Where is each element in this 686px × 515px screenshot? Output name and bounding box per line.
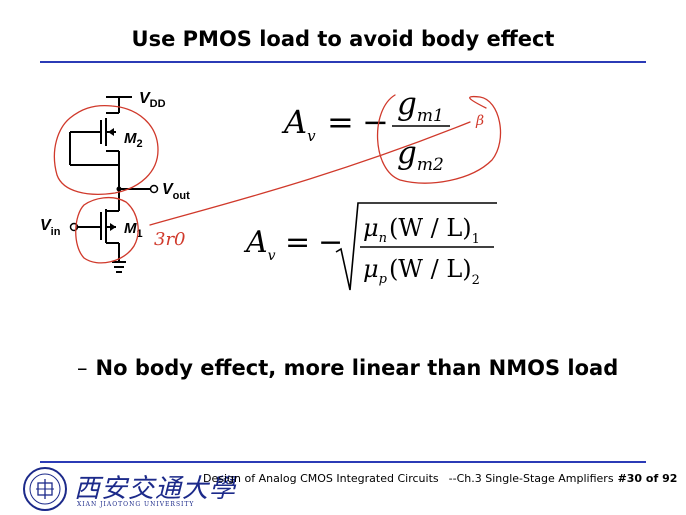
footer-caption: Design of Analog CMOS Integrated Circuit… — [203, 472, 677, 485]
vout-label: V — [162, 181, 174, 198]
university-name-cn: 西安交通大學 — [74, 474, 237, 504]
university-name-en: XIAN JIAOTONG UNIVERSITY — [77, 501, 195, 508]
svg-text:Vout: Vout — [162, 181, 190, 202]
svg-text:gm1: gm1 — [397, 86, 444, 126]
eq1-num: g — [397, 86, 417, 122]
university-seal-icon — [23, 467, 67, 511]
eq2-lhs: A — [243, 225, 268, 260]
footer-divider — [40, 461, 646, 463]
eq2-minus: − — [318, 225, 343, 260]
svg-text:Av: Av — [243, 225, 276, 264]
bullet-text: No body effect, more linear than NMOS lo… — [95, 356, 619, 380]
vin-sub: in — [51, 226, 61, 238]
eq2-num-ratio: (W / L) — [389, 214, 472, 242]
vin-terminal — [69, 222, 79, 232]
annotation-loop-m2 — [53, 104, 159, 195]
eq2-den-ratio: (W / L) — [389, 255, 472, 283]
m1-sub: 1 — [137, 228, 143, 240]
m1-label: M — [124, 220, 137, 237]
annotation-oval-gm — [376, 94, 502, 184]
course-title: Design of Analog CMOS Integrated Circuit… — [203, 472, 439, 485]
svg-text:VDD: VDD — [139, 90, 166, 110]
svg-text:M1: M1 — [124, 220, 143, 240]
handwritten-annotations — [53, 94, 502, 264]
vdd-sub: DD — [150, 98, 166, 110]
svg-text:Vin: Vin — [40, 217, 61, 238]
m2-arrow — [108, 128, 114, 136]
m2-sub: 2 — [137, 138, 143, 150]
circuit-schematic — [69, 96, 159, 273]
bullet-marker: – — [77, 356, 88, 380]
eq1-equals: = — [327, 103, 354, 141]
vin-label: V — [40, 217, 52, 234]
eq2-equals: = — [285, 225, 310, 260]
bullet-point: – No body effect, more linear than NMOS l… — [77, 356, 618, 380]
svg-text:M2: M2 — [124, 130, 143, 150]
eq1-minus: − — [362, 103, 389, 141]
chapter-label: --Ch.3 Single-Stage Amplifiers — [448, 472, 614, 485]
slide-title: Use PMOS load to avoid body effect — [131, 27, 555, 51]
equation-gain-gm: Av = − gm1 gm2 — [281, 86, 450, 175]
eq1-num-sub: m1 — [417, 106, 444, 126]
title-divider — [40, 61, 646, 63]
vout-sub: out — [173, 190, 190, 202]
eq1-den-sub: m2 — [417, 155, 444, 175]
svg-text:μp(W / L)2: μp(W / L)2 — [363, 255, 480, 288]
annotation-text-beta: β — [475, 113, 484, 129]
annotation-text-3r0: 3r0 — [154, 229, 186, 250]
eq1-lhs: A — [281, 103, 307, 141]
equation-gain-mobility: Av = − μn(W / L)1 μp(W / L)2 — [243, 202, 497, 291]
vout-terminal — [149, 184, 159, 194]
eq1-den: g — [397, 135, 417, 171]
svg-text:Av: Av — [281, 103, 316, 145]
svg-text:μn(W / L)1: μn(W / L)1 — [363, 214, 480, 247]
eq1-lhs-sub: v — [307, 127, 316, 145]
eq2-lhs-sub: v — [268, 248, 276, 264]
eq2-radical — [335, 202, 497, 291]
eq2-den-mu: μ — [363, 255, 379, 283]
annotation-loop-m1 — [75, 196, 139, 264]
eq2-num-mu-sub: n — [379, 231, 387, 246]
annotation-stroke-long — [149, 121, 471, 226]
eq2-num-ratio-sub: 1 — [472, 232, 480, 247]
eq2-num-mu: μ — [363, 214, 379, 242]
m1-arrow — [110, 223, 116, 231]
vdd-label: V — [139, 90, 151, 107]
page-number: #30 of 92 — [617, 472, 678, 485]
eq2-den-ratio-sub: 2 — [472, 273, 480, 288]
eq2-den-mu-sub: p — [379, 272, 388, 287]
m2-label: M — [124, 130, 137, 147]
